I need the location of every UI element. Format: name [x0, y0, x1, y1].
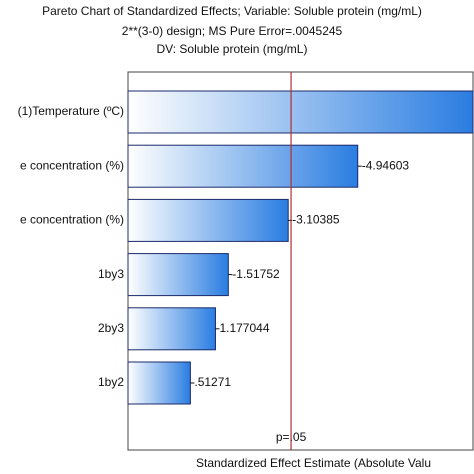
x-axis-label: Standardized Effect Estimate (Absolute V…: [196, 456, 431, 470]
y-tick-label: 2by3: [98, 321, 124, 335]
y-tick-label: e concentration (%): [20, 158, 124, 172]
bar: [127, 198, 289, 242]
chart-title: Pareto Chart of Standardized Effects; Va…: [42, 4, 422, 18]
bar: [127, 90, 474, 134]
value-label: 1.177044: [219, 321, 269, 335]
y-tick-label: 1by3: [98, 267, 124, 281]
chart-subtitle: DV: Soluble protein (mg/mL): [157, 42, 308, 56]
bar: [127, 307, 216, 351]
y-tick-label: 1by2: [98, 375, 124, 389]
y-tick-label: (1)Temperature (ºC): [18, 104, 124, 118]
chart-subtitle: 2**(3-0) design; MS Pure Error=.0045245: [122, 24, 343, 38]
value-label: .51271: [194, 375, 231, 389]
bar: [127, 253, 229, 297]
value-label: -1.51752: [232, 267, 280, 281]
bar: [127, 144, 359, 188]
value-label: -3.10385: [292, 213, 340, 227]
value-label: -4.94603: [362, 158, 410, 172]
reference-label: p=.05: [276, 430, 307, 444]
y-tick-label: e concentration (%): [20, 213, 124, 227]
bar: [127, 361, 191, 405]
